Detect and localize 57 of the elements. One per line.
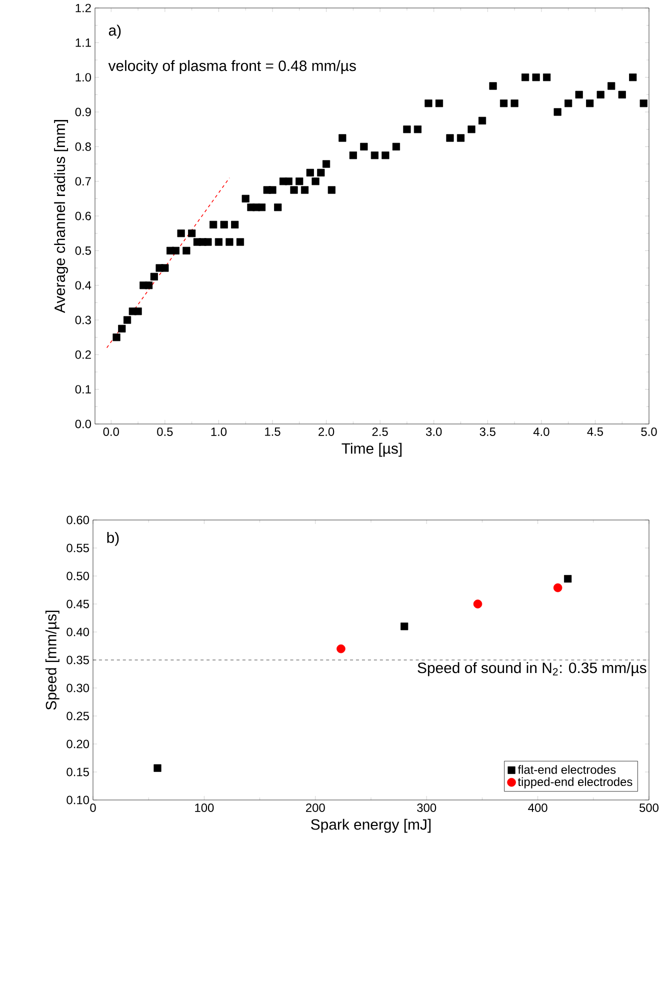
- x-axis-title: Spark energy [mJ]: [311, 818, 431, 833]
- y-tick-label: 0.60: [66, 516, 90, 524]
- x-tick-label: 4.5: [587, 428, 604, 436]
- x-axis-title: Time [µs]: [342, 442, 402, 457]
- y-tick-label: 0.25: [66, 712, 89, 720]
- x-tick-label: 500: [640, 804, 659, 812]
- point: [336, 644, 346, 654]
- y-tick-label: 0.55: [66, 544, 89, 552]
- y-tick-label: 0.3: [75, 316, 91, 324]
- x-tick-label: 300: [417, 804, 436, 812]
- y-tick-label: 0.35: [66, 656, 89, 664]
- annotation: velocity of plasma front = 0.48 mm/µs: [108, 60, 356, 74]
- point: [564, 574, 572, 583]
- point: [553, 583, 562, 592]
- x-tick-label: 1.0: [211, 428, 227, 436]
- y-tick-label: 0.7: [75, 177, 91, 186]
- y-tick-label: 0.0: [75, 420, 92, 428]
- y-tick-label: 1.0: [76, 73, 92, 82]
- y-tick-label: 0.20: [66, 740, 90, 748]
- y-tick-label: 0.40: [66, 628, 90, 636]
- y-tick-label: 0.8: [75, 142, 91, 151]
- legend-label: tipped-end electrodes: [518, 777, 632, 788]
- point: [400, 622, 408, 630]
- y-tick-label: 1.2: [76, 4, 91, 12]
- x-tick-label: 3.5: [480, 428, 496, 436]
- y-tick-label: 0.4: [75, 281, 92, 290]
- y-tick-label: 0.2: [75, 350, 91, 359]
- ref-line-label: Speed of sound in N$_{2}$: 0.35 mm/µs: [418, 662, 646, 676]
- y-tick-label: 0.45: [66, 600, 89, 608]
- y-tick-label: 0.9: [75, 108, 91, 116]
- y-axis-title: Speed [mm/µs]: [45, 610, 60, 710]
- x-tick-label: 0.0: [103, 428, 119, 436]
- x-tick-label: 100: [195, 804, 214, 812]
- x-tick-label: 4.0: [533, 428, 550, 436]
- x-tick-label: 2.5: [372, 428, 388, 436]
- x-tick-label: 2.0: [318, 428, 334, 436]
- y-tick-label: 0.10: [66, 796, 90, 804]
- y-tick-label: 0.1: [75, 385, 91, 394]
- x-tick-label: 3.0: [426, 428, 442, 436]
- x-tick-label: 5.0: [641, 428, 657, 436]
- x-tick-label: 1.5: [265, 428, 280, 436]
- y-tick-label: 0.5: [75, 246, 91, 255]
- point: [473, 600, 482, 608]
- y-axis-title: Average channel radius [mm]: [54, 120, 68, 314]
- y-tick-label: 0.30: [66, 684, 90, 692]
- x-tick-label: 200: [306, 804, 325, 812]
- x-tick-label: 400: [528, 804, 548, 812]
- y-tick-label: 0.15: [66, 768, 89, 776]
- point: [154, 764, 162, 772]
- y-tick-label: 0.50: [66, 572, 90, 580]
- legend-label: flat-end electrodes: [518, 765, 616, 774]
- x-tick-label: 0.5: [157, 428, 173, 436]
- y-tick-label: 1.1: [76, 38, 91, 47]
- annotation: a): [108, 24, 121, 39]
- y-tick-label: 0.6: [75, 212, 91, 220]
- annotation: b): [107, 532, 119, 546]
- x-tick-label: 0: [90, 804, 96, 812]
